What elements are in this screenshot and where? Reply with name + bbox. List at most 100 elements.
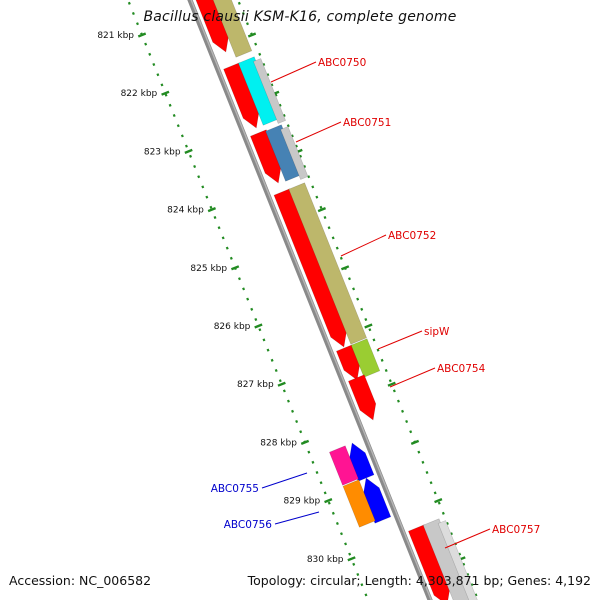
callout-line	[261, 472, 308, 489]
minor-tick-mark	[380, 358, 384, 362]
minor-tick-mark	[331, 511, 335, 515]
minor-tick-mark	[335, 521, 339, 526]
minor-tick-mark	[327, 226, 331, 230]
minor-tick-mark	[356, 572, 360, 577]
callout-layer: ABC0750 ABC0751 ABC0752 sipW ABC0754 ABC0755 A…	[211, 57, 540, 549]
major-tick-mark	[247, 32, 257, 38]
major-tick-mark	[317, 207, 326, 213]
minor-tick-mark	[201, 185, 205, 189]
minor-tick-mark	[270, 83, 274, 87]
minor-tick-mark	[311, 185, 315, 189]
gene-label-abc0750[interactable]: ABC0750	[318, 57, 366, 69]
genome-backbone	[187, 0, 433, 600]
gene-arrow[interactable]	[195, 0, 229, 53]
genome-summary-text: Topology: circular; Length: 4,303,871 bp…	[247, 573, 591, 588]
minor-tick-mark	[262, 338, 266, 342]
cog-bar-secondary[interactable]	[253, 58, 286, 124]
minor-tick-mark	[262, 62, 266, 67]
major-tick-mark	[254, 323, 263, 329]
gene-arrow-abc0751[interactable]	[250, 129, 282, 184]
cog-bar[interactable]	[212, 0, 253, 58]
minor-tick-mark	[417, 450, 421, 454]
gene-label-abc0754[interactable]: ABC0754	[437, 363, 486, 375]
ruler-tick-label: 824 kbp	[167, 206, 204, 216]
gene-arrow-sipw[interactable]	[336, 344, 361, 381]
minor-tick-mark	[274, 368, 278, 373]
minor-tick-mark	[291, 409, 294, 413]
major-tick-mark	[347, 556, 356, 562]
major-tick-mark	[434, 498, 443, 504]
gene-label-abc0752[interactable]: ABC0752	[388, 230, 436, 242]
minor-tick-mark	[340, 532, 343, 536]
cog-bar-secondary[interactable]	[437, 520, 479, 600]
callout-line	[444, 528, 491, 549]
gene-arrow-abc0754[interactable]	[348, 374, 377, 421]
minor-tick-mark	[335, 246, 339, 250]
major-tick-mark	[324, 498, 333, 504]
callout-line	[340, 234, 387, 257]
minor-tick-mark	[193, 164, 197, 169]
minor-tick-mark	[466, 572, 470, 577]
ruler-tick-label: 821 kbp	[97, 31, 134, 41]
cog-bar-secondary[interactable]	[280, 126, 309, 180]
gene-arrow-reverse[interactable]	[363, 477, 392, 524]
gene-arrow-abc0752[interactable]	[273, 188, 347, 348]
minor-tick-mark	[368, 328, 372, 332]
minor-tick-mark	[319, 205, 323, 209]
minor-tick-mark	[241, 11, 245, 16]
minor-tick-mark	[237, 1, 241, 5]
minor-tick-mark	[242, 287, 246, 291]
ruler-tick-label: 826 kbp	[214, 322, 251, 332]
feature-layer	[195, 0, 479, 600]
minor-tick-mark	[278, 103, 282, 107]
minor-tick-mark	[274, 93, 278, 97]
cog-bar[interactable]	[329, 445, 359, 486]
minor-tick-mark	[445, 521, 449, 526]
minor-tick-mark	[189, 154, 192, 158]
minor-tick-mark	[258, 328, 262, 332]
major-tick-mark	[137, 32, 147, 38]
minor-tick-mark	[180, 134, 184, 138]
cog-bar[interactable]	[350, 338, 381, 378]
minor-tick-mark	[278, 379, 282, 383]
minor-tick-mark	[405, 419, 409, 424]
minor-tick-mark	[176, 124, 180, 128]
minor-tick-mark	[352, 562, 356, 566]
minor-tick-mark	[213, 215, 217, 220]
gene-label-abc0756[interactable]: ABC0756	[224, 519, 273, 531]
cog-bar[interactable]	[288, 182, 367, 345]
genome-title: Bacillus clausii KSM-K16, complete genom…	[143, 9, 457, 25]
ruler-tick-label: 829 kbp	[284, 497, 321, 507]
major-tick-mark	[300, 439, 310, 445]
minor-tick-mark	[441, 511, 445, 515]
minor-tick-mark	[299, 154, 302, 158]
minor-tick-mark	[384, 368, 388, 373]
gene-label-abc0757[interactable]: ABC0757	[492, 524, 540, 536]
minor-tick-mark	[294, 144, 298, 148]
minor-tick-mark	[290, 134, 294, 138]
gene-label-abc0755[interactable]: ABC0755	[211, 483, 259, 495]
gene-arrow-abc0750[interactable]	[223, 62, 260, 129]
minor-tick-mark	[221, 236, 225, 240]
minor-tick-mark	[246, 297, 250, 301]
minor-tick-mark	[307, 175, 311, 179]
gene-arrow-abc0757[interactable]	[408, 524, 451, 600]
minor-tick-mark	[360, 583, 364, 587]
minor-tick-mark	[172, 113, 176, 118]
minor-tick-mark	[437, 501, 441, 505]
callout-line	[389, 367, 436, 388]
minor-tick-mark	[160, 83, 164, 87]
minor-tick-mark	[364, 317, 368, 322]
minor-tick-mark	[254, 317, 258, 322]
minor-tick-mark	[392, 389, 396, 393]
gene-label-abc0751[interactable]: ABC0751	[343, 117, 391, 129]
ruler-track-right	[237, 1, 478, 597]
cog-bar[interactable]	[342, 479, 376, 528]
gene-label-sipw[interactable]: sipW	[424, 326, 450, 338]
cog-bar[interactable]	[422, 518, 472, 600]
minor-tick-mark	[250, 307, 254, 311]
minor-tick-mark	[462, 562, 466, 566]
minor-tick-mark	[164, 93, 168, 97]
minor-tick-mark	[229, 256, 233, 260]
minor-tick-mark	[266, 73, 270, 77]
